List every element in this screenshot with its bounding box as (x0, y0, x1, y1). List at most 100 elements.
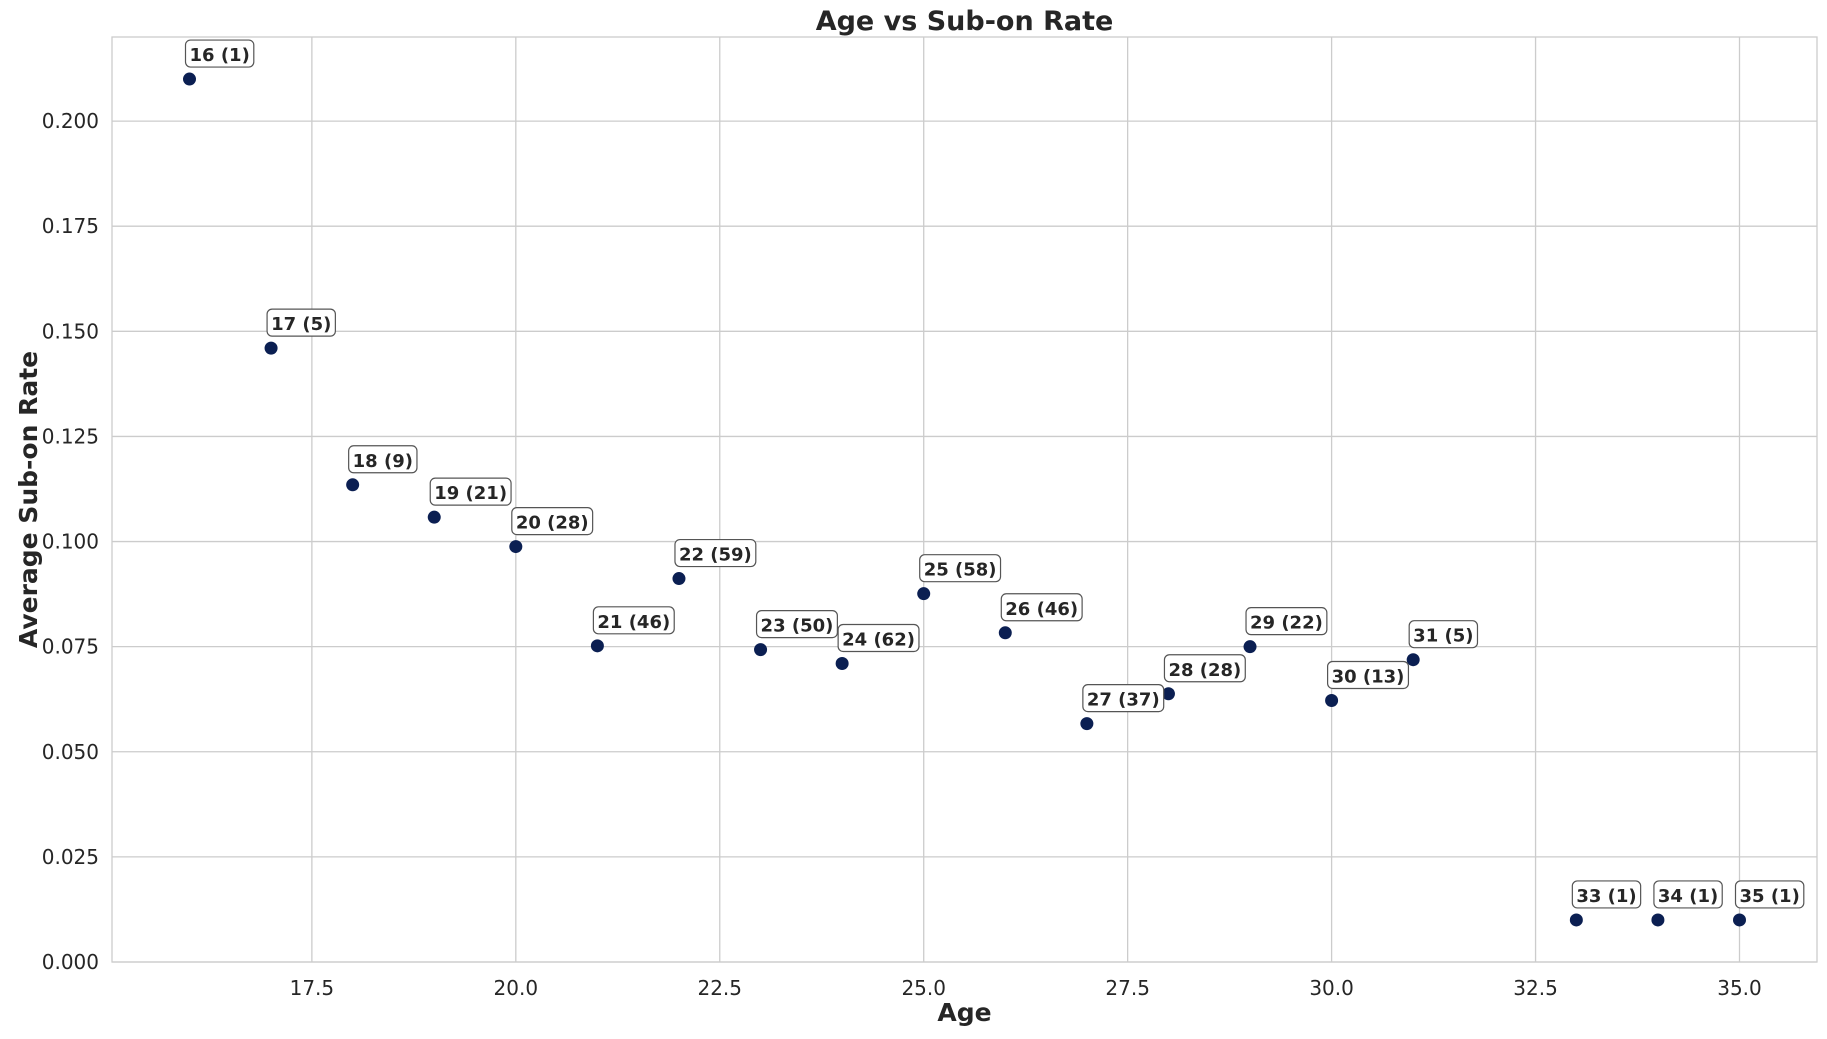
annotation-label: 22 (59) (679, 545, 752, 566)
data-point (509, 540, 523, 554)
annotation-box (511, 506, 594, 536)
annotation-box (1245, 607, 1328, 636)
point-annotation: 23 (50) (755, 610, 838, 639)
annotation-box (1163, 654, 1246, 683)
data-point (183, 72, 196, 86)
point-annotation: 26 (46) (1000, 593, 1083, 622)
data-points (183, 72, 1746, 927)
annotation-box (1734, 880, 1805, 909)
point-annotation: 16 (1) (184, 39, 255, 68)
point-annotation: 31 (5) (1408, 620, 1479, 649)
annotation-box (266, 308, 336, 337)
x-axis-label: Age (937, 998, 991, 1027)
annotation-label: 17 (5) (271, 314, 331, 335)
annotation-label: 18 (9) (353, 451, 413, 472)
annotation-box (755, 610, 838, 639)
x-tick-label: 20.0 (494, 976, 539, 1000)
y-tick-label: 0.125 (42, 424, 99, 448)
point-annotation: 25 (58) (919, 554, 1002, 583)
x-tick-label: 25.0 (901, 976, 946, 1000)
point-annotation: 18 (9) (348, 445, 418, 474)
annotation-box (1082, 684, 1165, 713)
annotation-label: 19 (21) (434, 483, 507, 504)
annotation-label: 33 (1) (1576, 886, 1636, 907)
annotation-label: 25 (58) (924, 560, 997, 581)
annotation-label: 27 (37) (1087, 690, 1160, 711)
y-tick-label: 0.000 (42, 950, 99, 974)
y-tick-label: 0.175 (42, 214, 99, 238)
point-annotation: 22 (59) (674, 538, 757, 568)
data-point (672, 572, 686, 586)
data-point (1651, 913, 1665, 927)
annotation-label: 23 (50) (761, 616, 834, 637)
annotation-box (1653, 880, 1723, 909)
annotation-box (348, 445, 418, 474)
point-annotation: 27 (37) (1082, 684, 1165, 713)
annotation-box (1408, 620, 1479, 649)
y-tick-label: 0.150 (42, 319, 99, 343)
annotation-box (1571, 880, 1642, 909)
data-point (754, 643, 768, 657)
y-tick-label: 0.100 (42, 530, 99, 554)
annotation-box (837, 623, 920, 653)
annotation-label: 34 (1) (1658, 886, 1718, 907)
annotation-label: 28 (28) (1168, 660, 1241, 681)
data-point (346, 478, 360, 492)
data-point (1569, 913, 1583, 927)
point-annotation: 20 (28) (511, 506, 594, 536)
point-annotation: 21 (46) (592, 606, 675, 635)
x-tick-label: 32.5 (1513, 976, 1558, 1000)
x-tick-label: 17.5 (290, 976, 335, 1000)
data-point (1733, 913, 1746, 927)
annotation-label: 35 (1) (1740, 886, 1800, 907)
y-tick-label: 0.050 (42, 740, 99, 764)
annotation-label: 24 (62) (842, 629, 915, 650)
annotation-box (592, 606, 675, 635)
y-tick-label: 0.075 (42, 635, 99, 659)
annotation-label: 29 (22) (1250, 613, 1323, 634)
chart-title: Age vs Sub-on Rate (816, 6, 1114, 37)
y-tick-labels: 0.000 0.025 0.050 0.075 0.100 0.125 0.150 0.175… (42, 109, 99, 974)
point-annotations: 16 (1) 17 (5) 18 (9) 19 (21) 20 (28) 21 (46) 2… (184, 39, 1805, 909)
point-annotation: 34 (1) (1653, 880, 1723, 909)
annotation-box (429, 477, 512, 506)
x-tick-label: 27.5 (1105, 976, 1150, 1000)
data-point (427, 510, 441, 524)
annotation-label: 30 (13) (1332, 666, 1405, 687)
data-point (1325, 693, 1339, 707)
x-tick-labels: 17.5 20.0 22.5 25.0 27.5 30.0 32.5 35.0 (290, 976, 1762, 1000)
annotation-box (184, 39, 255, 68)
point-annotation: 24 (62) (837, 623, 920, 653)
x-tick-label: 22.5 (697, 976, 742, 1000)
point-annotation: 35 (1) (1734, 880, 1805, 909)
grid (112, 37, 1817, 963)
point-annotation: 33 (1) (1571, 880, 1642, 909)
point-annotation: 30 (13) (1327, 660, 1410, 690)
data-point (590, 639, 604, 653)
data-point (1080, 717, 1094, 731)
y-tick-label: 0.025 (42, 845, 99, 869)
annotation-box (1000, 593, 1083, 622)
data-point (1161, 687, 1175, 701)
data-point (264, 341, 278, 355)
annotation-label: 26 (46) (1005, 599, 1078, 620)
data-point (1406, 653, 1420, 667)
data-point (835, 656, 849, 670)
data-point (998, 626, 1012, 640)
point-annotation: 19 (21) (429, 477, 512, 506)
x-tick-label: 35.0 (1717, 976, 1762, 1000)
annotation-box (1327, 660, 1410, 690)
annotation-label: 16 (1) (190, 45, 250, 66)
y-axis-label: Average Sub-on Rate (14, 351, 43, 648)
point-annotation: 17 (5) (266, 308, 336, 337)
data-point (917, 587, 931, 601)
data-point (1243, 640, 1257, 654)
annotation-box (919, 554, 1002, 583)
x-tick-label: 30.0 (1309, 976, 1354, 1000)
plot-frame (111, 36, 1818, 963)
point-annotation: 29 (22) (1245, 607, 1328, 636)
point-annotation: 28 (28) (1163, 654, 1246, 683)
annotation-label: 21 (46) (597, 612, 670, 633)
